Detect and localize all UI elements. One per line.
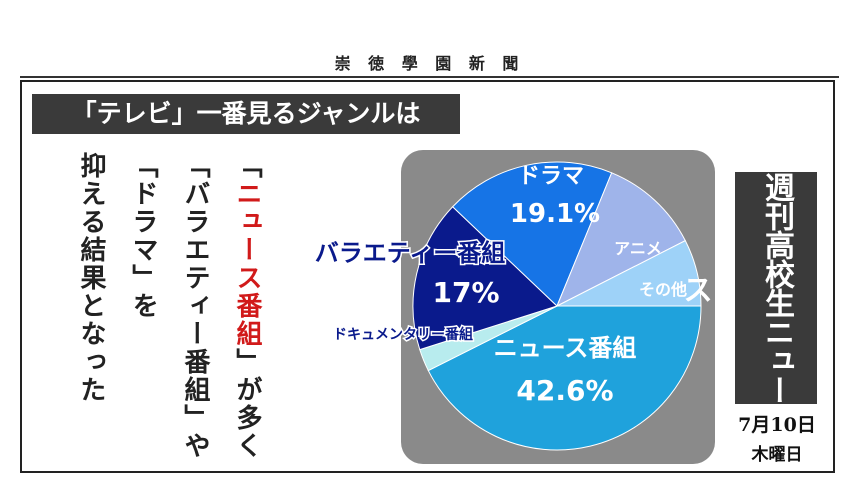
headline-banner: 「テレビ」一番見るジャンルは (32, 94, 460, 134)
slice-value-label: 19.1% (510, 199, 600, 229)
pie-slice (412, 206, 558, 351)
article-col-1: 「ニュース番組」が多く (232, 152, 262, 460)
newspaper-masthead: 崇 徳 學 園 新 聞 (334, 54, 525, 73)
slice-label: ドキュメンタリー番組 (333, 326, 473, 343)
slice-label: ニュース番組 (494, 334, 637, 362)
masthead-rule (20, 76, 839, 78)
slice-label: アニメ (614, 239, 662, 258)
slice-value-label: 17% (432, 276, 499, 309)
article-frame (20, 80, 835, 473)
weekday-text: 木曜日 (751, 445, 803, 465)
article-col1-rest: 」が多く (232, 348, 262, 460)
pie-slice (451, 161, 613, 307)
pie-slice (556, 239, 702, 307)
pie-slice (427, 305, 702, 451)
date-text: 7月10日 (738, 414, 816, 436)
pie-slice (556, 172, 686, 308)
article-col-2: 「バラエティー番組」や (180, 152, 210, 460)
article-col-3: 「ドラマ」を (128, 152, 158, 320)
article-col-4: 抑える結果となった (76, 152, 106, 404)
article-col1-highlight: ニュース番組 (232, 180, 262, 348)
article-col1-open: 「 (232, 152, 262, 180)
slice-label: その他 (639, 280, 687, 299)
weekly-label: 週刊高校生ニュース (677, 172, 817, 404)
slice-label: バラエティー番組 (315, 239, 506, 267)
slice-value-label: 42.6% (516, 374, 613, 407)
slice-label: ドラマ (518, 164, 584, 189)
